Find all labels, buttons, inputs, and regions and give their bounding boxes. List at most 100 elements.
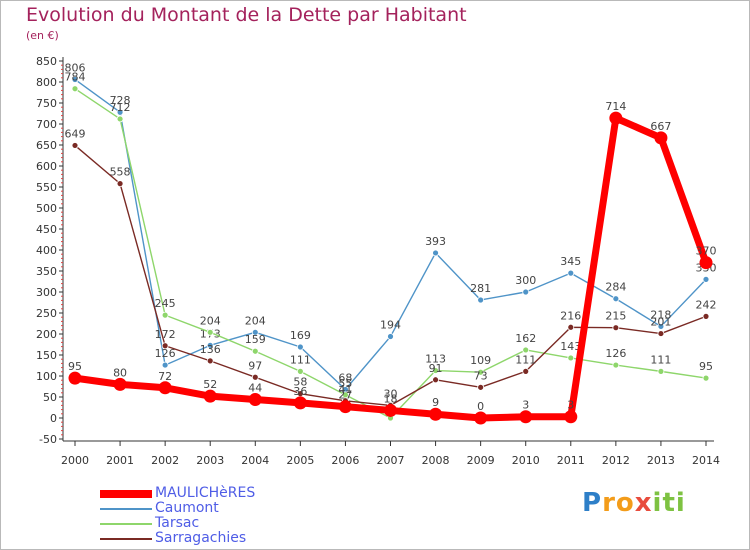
y-tick-label: 50 [43, 391, 57, 404]
data-point-tarsac [522, 346, 530, 354]
data-label-tarsac: 712 [110, 101, 131, 114]
data-point-sarragachies [702, 312, 710, 320]
data-label-maulich-res: 370 [696, 245, 717, 258]
x-tick-label: 2012 [602, 454, 630, 467]
chart-title: Evolution du Montant de la Dette par Hab… [26, 4, 467, 26]
data-point-sarragachies [657, 330, 665, 337]
data-point-maulich-res [429, 407, 443, 421]
data-label-caumont: 194 [380, 319, 401, 332]
data-label-sarragachies: 242 [696, 298, 717, 311]
data-label-tarsac: 204 [200, 314, 221, 327]
data-point-caumont [251, 328, 259, 336]
y-tick-label: 150 [36, 349, 57, 362]
data-label-sarragachies: 136 [200, 343, 221, 356]
data-label-maulich-res: 52 [203, 378, 217, 391]
y-tick-label: 250 [36, 307, 57, 320]
data-point-maulich-res [338, 400, 352, 414]
data-label-tarsac: 55 [338, 377, 352, 390]
data-label-maulich-res: 667 [650, 120, 671, 133]
x-tick-label: 2002 [151, 454, 179, 467]
data-label-sarragachies: 649 [65, 127, 86, 140]
data-label-tarsac: 111 [290, 353, 311, 366]
legend-label: Tarsac [155, 515, 200, 531]
data-label-caumont: 806 [65, 61, 86, 74]
series-line-sarragachies [74, 144, 707, 407]
legend-label: Caumont [155, 500, 219, 516]
data-point-caumont [71, 76, 79, 83]
x-tick-label: 2008 [422, 454, 450, 467]
data-label-caumont: 68 [338, 371, 352, 384]
data-point-caumont [612, 295, 620, 303]
data-label-tarsac: 159 [245, 333, 266, 346]
data-point-caumont [522, 288, 530, 296]
legend-label: Sarragachies [155, 530, 247, 546]
y-tick-label: 600 [36, 160, 57, 173]
y-tick-label: 750 [36, 97, 57, 110]
data-point-maulich-res [519, 410, 533, 424]
data-label-caumont: 218 [650, 308, 671, 321]
data-label-caumont: 393 [425, 235, 446, 248]
data-label-sarragachies: 111 [515, 353, 536, 366]
legend-item-maulich-res: MAULICHèRES [100, 486, 255, 501]
data-label-caumont: 281 [470, 282, 491, 295]
data-point-tarsac [567, 354, 575, 362]
legend-swatch [100, 537, 152, 540]
data-label-maulich-res: 36 [293, 385, 307, 398]
data-label-caumont: 204 [245, 314, 266, 327]
y-tick-label: 650 [36, 139, 57, 152]
x-tick-label: 2006 [331, 454, 359, 467]
data-label-maulich-res: 44 [248, 382, 262, 395]
data-point-sarragachies [116, 180, 124, 188]
data-label-sarragachies: 58 [293, 376, 307, 389]
data-point-sarragachies [71, 142, 79, 149]
legend-swatch [100, 489, 152, 498]
data-point-maulich-res [203, 389, 217, 403]
data-label-maulich-res: 27 [338, 389, 352, 402]
data-point-tarsac [206, 328, 214, 336]
x-tick-label: 2009 [467, 454, 495, 467]
data-point-tarsac [161, 311, 169, 319]
legend-item-tarsac: Tarsac [100, 516, 255, 531]
data-point-sarragachies [522, 367, 530, 375]
data-point-tarsac [251, 347, 259, 355]
data-point-tarsac [477, 368, 485, 376]
x-tick-label: 2003 [196, 454, 224, 467]
y-tick-label: 800 [36, 76, 57, 89]
data-label-maulich-res: 714 [605, 100, 626, 113]
data-label-maulich-res: 18 [384, 392, 398, 405]
y-tick-label: 400 [36, 244, 57, 257]
x-tick-label: 2001 [106, 454, 134, 467]
data-point-maulich-res [654, 131, 668, 145]
chart-subtitle: (en €) [26, 29, 59, 42]
data-label-sarragachies: 41 [338, 383, 352, 396]
data-point-caumont [567, 269, 575, 277]
legend-item-sarragachies: Sarragachies [100, 531, 255, 546]
data-point-sarragachies [432, 376, 439, 384]
data-label-tarsac: 95 [699, 360, 713, 373]
y-tick-label: 100 [36, 370, 57, 383]
data-point-tarsac [612, 361, 620, 369]
data-label-sarragachies: 97 [248, 359, 262, 372]
data-point-caumont [702, 275, 710, 283]
legend-swatch [100, 507, 152, 510]
x-tick-label: 2005 [286, 454, 314, 467]
data-label-maulich-res: 3 [522, 399, 529, 412]
data-point-tarsac [702, 374, 710, 382]
legend-item-caumont: Caumont [100, 501, 255, 516]
data-label-tarsac: 162 [515, 332, 536, 345]
data-label-sarragachies: 558 [110, 166, 131, 179]
x-tick-label: 2004 [241, 454, 269, 467]
data-point-maulich-res [113, 377, 127, 391]
data-label-maulich-res: 3 [567, 399, 574, 412]
data-label-sarragachies: 201 [650, 316, 671, 329]
data-label-sarragachies: 30 [384, 387, 398, 400]
data-label-caumont: 126 [155, 347, 176, 360]
data-label-caumont: 728 [110, 94, 131, 107]
data-label-tarsac: 109 [470, 354, 491, 367]
data-label-sarragachies: 172 [155, 328, 176, 341]
data-point-tarsac [116, 115, 124, 123]
data-label-sarragachies: 216 [560, 309, 581, 322]
data-label-sarragachies: 215 [605, 310, 626, 323]
